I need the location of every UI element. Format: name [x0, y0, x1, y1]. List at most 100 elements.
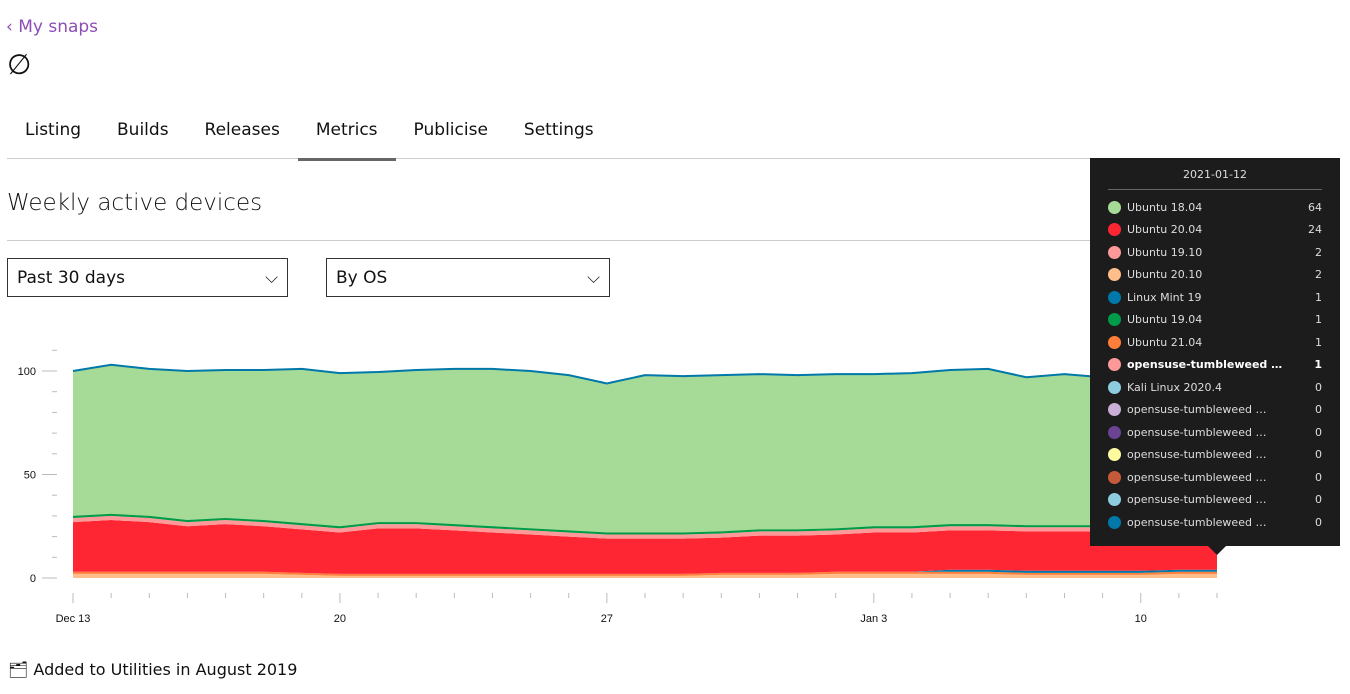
legend-dot-icon	[1108, 290, 1121, 304]
snap-icon: ∅	[7, 48, 32, 81]
chevron-down-icon: ⌵	[587, 268, 600, 288]
tooltip-row: Ubuntu 20.10 2	[1108, 264, 1322, 287]
series-value: 0	[1315, 403, 1322, 417]
total-line	[72, 363, 1217, 385]
series-name: opensuse-tumbleweed …	[1127, 493, 1267, 507]
series-name: Linux Mint 19	[1127, 290, 1202, 304]
group-select[interactable]: By OS ⌵	[326, 258, 610, 297]
legend-dot-icon	[1108, 200, 1121, 214]
legend-dot-icon	[1108, 380, 1121, 394]
tooltip-row: Ubuntu 20.04 24	[1108, 219, 1322, 242]
series-name: opensuse-tumbleweed …	[1127, 515, 1267, 529]
series-value: 1	[1314, 358, 1322, 372]
x-tick-label: 27	[601, 613, 613, 625]
legend-dot-icon	[1108, 313, 1121, 327]
x-tick-label: Jan 3	[860, 613, 887, 625]
tab-listing[interactable]: Listing	[25, 120, 82, 140]
group-value: By OS	[336, 268, 388, 288]
series-name: opensuse-tumbleweed …	[1127, 358, 1283, 372]
y-tick-label: 50	[24, 470, 36, 482]
series-name: Ubuntu 20.10	[1127, 268, 1203, 282]
chart-tooltip: 2021-01-12 Ubuntu 18.04 64 Ubuntu 20.04 24 U…	[1090, 158, 1340, 546]
tooltip-row: Ubuntu 19.10 2	[1108, 241, 1322, 264]
legend-dot-icon	[1108, 493, 1121, 507]
tooltip-row: opensuse-tumbleweed … 1	[1108, 354, 1322, 377]
series-value: 2	[1315, 245, 1322, 259]
series-value: 0	[1315, 470, 1322, 484]
area-ubuntu-21-04	[73, 571, 1217, 576]
footer-text: Added to	[33, 660, 111, 679]
tooltip-date: 2021-01-12	[1108, 168, 1322, 190]
tab-publicise[interactable]: Publicise	[413, 120, 488, 140]
legend-dot-icon	[1108, 358, 1121, 372]
area-ubuntu-19-10	[73, 515, 1217, 539]
category-info: 🗂 Added to Utilities in August 2019	[8, 660, 297, 679]
tooltip-row: Ubuntu 19.04 1	[1108, 309, 1322, 332]
series-name: Kali Linux 2020.4	[1127, 380, 1222, 394]
series-name: Ubuntu 19.10	[1127, 245, 1203, 259]
legend-dot-icon	[1108, 223, 1121, 237]
x-tick-label: 20	[334, 613, 346, 625]
legend-dot-icon	[1108, 268, 1121, 282]
legend-dot-icon	[1108, 403, 1121, 417]
series-name: Ubuntu 20.04	[1127, 223, 1203, 237]
series-name: opensuse-tumbleweed …	[1127, 448, 1267, 462]
tooltip-row: Kali Linux 2020.4 0	[1108, 376, 1322, 399]
legend-dot-icon	[1108, 470, 1121, 484]
tab-builds[interactable]: Builds	[117, 120, 169, 140]
y-tick-label: 0	[30, 573, 36, 585]
legend-dot-icon	[1108, 335, 1121, 349]
area-ubuntu-20-04	[73, 520, 1217, 574]
tooltip-row: Ubuntu 18.04 64	[1108, 196, 1322, 219]
series-value: 0	[1315, 448, 1322, 462]
series-name: opensuse-tumbleweed …	[1127, 403, 1267, 417]
series-value: 2	[1315, 268, 1322, 282]
series-name: Ubuntu 21.04	[1127, 335, 1203, 349]
back-to-my-snaps-link[interactable]: ‹ My snaps	[6, 17, 99, 37]
tooltip-arrow	[1208, 546, 1226, 555]
series-value: 0	[1315, 380, 1322, 394]
tooltip-row: opensuse-tumbleweed … 0	[1108, 511, 1322, 534]
series-value: 1	[1315, 335, 1322, 349]
category-name: Utilities	[110, 660, 171, 679]
series-value: 64	[1308, 200, 1322, 214]
period-value: Past 30 days	[17, 268, 125, 288]
series-name: Ubuntu 19.04	[1127, 313, 1203, 327]
divider	[7, 240, 1107, 241]
x-tick-label: Dec 13	[56, 613, 91, 625]
tab-releases[interactable]: Releases	[204, 120, 280, 140]
tooltip-row: opensuse-tumbleweed … 0	[1108, 421, 1322, 444]
series-value: 0	[1315, 493, 1322, 507]
series-name: opensuse-tumbleweed …	[1127, 470, 1267, 484]
series-value: 24	[1308, 223, 1322, 237]
series-name: Ubuntu 18.04	[1127, 200, 1203, 214]
x-tick-label: 10	[1135, 613, 1147, 625]
tooltip-row: opensuse-tumbleweed … 0	[1108, 466, 1322, 489]
added-date: August 2019	[195, 660, 298, 679]
tab-settings[interactable]: Settings	[523, 120, 594, 140]
legend-dot-icon	[1108, 448, 1121, 462]
tooltip-row: Linux Mint 19 1	[1108, 286, 1322, 309]
period-select[interactable]: Past 30 days ⌵	[7, 258, 288, 297]
tab-metrics[interactable]: Metrics	[297, 110, 396, 161]
series-value: 1	[1315, 290, 1322, 304]
tooltip-row: opensuse-tumbleweed … 0	[1108, 399, 1322, 422]
series-value: 0	[1315, 515, 1322, 529]
series-name: opensuse-tumbleweed …	[1127, 425, 1267, 439]
footer-text: in	[170, 660, 196, 679]
folder-icon: 🗂	[8, 660, 29, 679]
area-linux-mint-19	[73, 569, 1217, 574]
chevron-down-icon: ⌵	[265, 268, 278, 288]
series-value: 1	[1315, 313, 1322, 327]
tooltip-row: opensuse-tumbleweed … 0	[1108, 444, 1322, 467]
legend-dot-icon	[1108, 515, 1121, 529]
tooltip-row: Ubuntu 21.04 1	[1108, 331, 1322, 354]
section-title: Weekly active devices	[7, 190, 263, 216]
legend-dot-icon	[1108, 425, 1121, 439]
y-tick-label: 100	[18, 366, 36, 378]
tab-bar: Listing Builds Releases Metrics Publicise Set…	[7, 110, 1340, 161]
area-ubuntu-18-04	[73, 364, 1217, 533]
series-value: 0	[1315, 425, 1322, 439]
tooltip-row: opensuse-tumbleweed … 0	[1108, 489, 1322, 512]
